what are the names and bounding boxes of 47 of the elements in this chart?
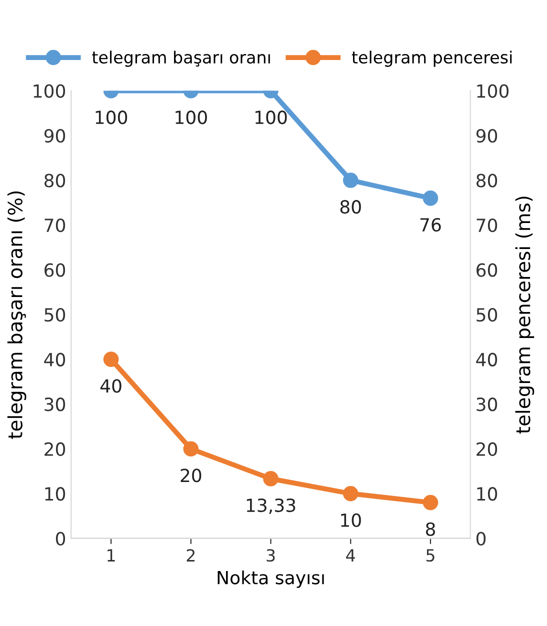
y-tick-label: 40 <box>44 352 66 366</box>
point <box>422 494 438 510</box>
y-tick-label: 30 <box>44 398 66 412</box>
data-label: 40 <box>100 379 122 393</box>
y-tick-label: 0 <box>56 532 66 546</box>
y2-tick-label: 60 <box>476 263 498 277</box>
point <box>183 441 199 456</box>
point <box>103 352 119 367</box>
y-tick-label: 20 <box>44 442 66 456</box>
y2-tick-label: 30 <box>476 398 498 412</box>
y2-tick-label: 90 <box>476 128 498 143</box>
y-tick-label: 90 <box>44 128 66 143</box>
y-tick-label: 70 <box>44 218 66 232</box>
x-axis-title: Nokta sayısı <box>218 570 324 588</box>
y-tick-label: 80 <box>44 174 66 188</box>
legend-label: telegram başarı oranı <box>92 50 270 67</box>
x-tick-label: 1 <box>108 549 115 562</box>
y2-tick-label: 70 <box>476 218 498 232</box>
y-axis-title: telegram başarı oranı (%) <box>7 191 26 439</box>
data-label: 80 <box>340 200 361 214</box>
y-tick-label: 60 <box>44 263 66 277</box>
data-label: 8 <box>426 522 435 536</box>
data-label: 100 <box>96 110 128 124</box>
y-tick-label: 10 <box>45 487 66 501</box>
data-label: 100 <box>256 110 287 124</box>
y2-axis-title: telegram penceresi (ms) <box>515 196 534 434</box>
y2-tick-label: 40 <box>476 352 498 366</box>
data-label: 100 <box>176 110 207 124</box>
data-label: 20 <box>180 468 202 482</box>
y2-tick-label: 80 <box>476 174 498 188</box>
y2-tick-label: 10 <box>477 487 498 501</box>
data-label: 13,33 <box>246 498 296 514</box>
data-label: 76 <box>420 218 441 232</box>
legend-label: telegram penceresi <box>352 50 512 67</box>
x-tick-label: 2 <box>186 549 195 562</box>
y-tick-label: 100 <box>34 84 66 98</box>
x-tick-label: 4 <box>346 549 355 562</box>
y2-tick-label: 100 <box>477 84 509 98</box>
y2-tick-label: 20 <box>476 442 498 456</box>
y2-tick-label: 50 <box>476 308 498 322</box>
x-tick-label: 3 <box>266 549 275 562</box>
x-tick-label: 5 <box>426 549 434 562</box>
y2-tick-label: 0 <box>476 532 486 546</box>
y-tick-label: 50 <box>44 308 66 322</box>
point <box>342 486 358 502</box>
data-label: 10 <box>341 513 361 528</box>
point <box>263 471 278 486</box>
